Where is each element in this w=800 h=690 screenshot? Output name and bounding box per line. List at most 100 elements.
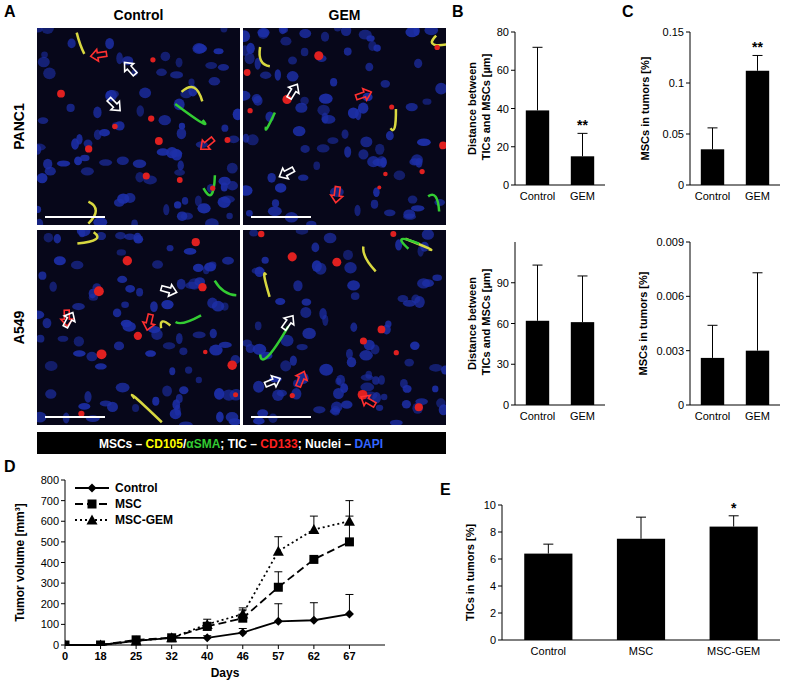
y-tick-label: 200 xyxy=(41,598,59,610)
y-tick-label: 0.05 xyxy=(663,128,684,140)
nucleus xyxy=(435,83,446,95)
nucleus xyxy=(72,303,85,310)
tic-signal xyxy=(247,108,252,113)
error-bar-cap xyxy=(310,516,318,517)
tic-signal xyxy=(290,393,295,398)
error-bar-cap xyxy=(345,500,353,501)
nucleus xyxy=(121,301,129,308)
arrow xyxy=(141,313,156,331)
nucleus xyxy=(159,115,171,125)
nucleus xyxy=(365,63,373,72)
stroma-fiber xyxy=(391,109,396,130)
micrograph-content xyxy=(243,28,446,225)
y-tick xyxy=(686,32,690,33)
nucleus xyxy=(176,58,183,68)
y-tick-label: 600 xyxy=(41,515,59,527)
y-tick xyxy=(61,500,65,501)
x-tick-label: 40 xyxy=(201,650,213,662)
nucleus xyxy=(78,403,90,410)
point xyxy=(345,537,354,546)
nucleus xyxy=(378,375,385,385)
tic-signal xyxy=(148,115,154,121)
nucleus xyxy=(184,248,197,255)
y-tick-label: 30 xyxy=(497,358,509,370)
stroma-fiber xyxy=(432,36,446,46)
nucleus xyxy=(117,157,129,165)
panel-letter: E xyxy=(440,481,451,498)
nucleus xyxy=(344,262,356,273)
scale-bar xyxy=(251,216,311,218)
stroma-fiber xyxy=(401,239,419,249)
arrow xyxy=(293,369,310,388)
tic-signal xyxy=(358,390,368,400)
nucleus xyxy=(95,363,107,369)
nucleus xyxy=(321,32,329,42)
nucleus xyxy=(268,206,282,216)
nucleus xyxy=(174,405,180,416)
bar xyxy=(526,321,549,405)
y-tick-label: 8 xyxy=(490,526,496,538)
nucleus xyxy=(197,203,210,213)
stain-legend-background xyxy=(37,432,446,454)
nucleus xyxy=(275,69,281,81)
nucleus xyxy=(375,144,384,155)
point xyxy=(344,516,355,526)
bar-chart: 0246810TICs in tumors [%]ControlMSCMSC-G… xyxy=(464,499,780,657)
x-tick xyxy=(136,645,137,649)
micrograph-content xyxy=(37,230,240,425)
nucleus xyxy=(243,134,249,143)
x-tick xyxy=(242,645,243,649)
line-chart: 0100200300400500600700800Tumor volume [m… xyxy=(13,474,385,680)
error-bar-stem xyxy=(548,544,549,553)
y-axis-title: MSCs in tumors [%] xyxy=(637,271,649,375)
tic-signal xyxy=(143,172,150,179)
plot-area xyxy=(701,273,769,405)
y-tick xyxy=(498,640,502,641)
tic-signal xyxy=(389,105,394,110)
stroma-fiber xyxy=(175,104,205,124)
nucleus xyxy=(246,210,253,217)
x-tick xyxy=(171,645,172,649)
nucleus xyxy=(404,359,414,367)
nucleus xyxy=(315,263,327,275)
nucleus xyxy=(268,414,277,423)
nucleus xyxy=(227,163,238,174)
nucleus xyxy=(209,77,220,86)
nucleus xyxy=(280,28,288,33)
arrow-shape xyxy=(293,369,310,388)
nucleus xyxy=(182,197,188,205)
y-axis-title-line: TICs and MSCs [µm] xyxy=(480,268,492,378)
point xyxy=(167,633,176,642)
tic-signal xyxy=(155,137,163,145)
nucleus xyxy=(209,262,217,269)
nucleus xyxy=(302,328,316,339)
nucleus xyxy=(54,234,61,243)
nucleus xyxy=(188,79,194,86)
y-axis-title: Distance between TICs and MSCs [µm] xyxy=(466,53,491,163)
tic-signal xyxy=(227,360,236,369)
category-label: GEM xyxy=(745,190,770,202)
y-tick-label: 6 xyxy=(490,553,496,565)
tic-signal xyxy=(377,185,381,189)
category-label: Control xyxy=(520,190,555,202)
nucleus xyxy=(136,288,143,296)
nucleus xyxy=(117,249,126,255)
point xyxy=(309,616,318,625)
tic-signal xyxy=(123,256,132,265)
nucleus xyxy=(74,157,82,166)
y-axis-title: Distance between TICs and MSCs [µm] xyxy=(466,268,491,378)
tic-signal xyxy=(419,169,424,174)
nucleus xyxy=(275,183,286,192)
nucleus xyxy=(333,388,344,399)
point xyxy=(274,617,283,626)
nucleus xyxy=(344,146,351,158)
tic-signal xyxy=(112,124,117,129)
nucleus xyxy=(157,148,170,155)
nucleus xyxy=(243,339,252,346)
category-label: GEM xyxy=(570,410,595,422)
y-tick-label: 20 xyxy=(497,141,509,153)
nucleus xyxy=(376,405,383,411)
plot-area xyxy=(701,55,769,185)
y-tick xyxy=(61,645,65,646)
plot-area xyxy=(526,265,594,405)
